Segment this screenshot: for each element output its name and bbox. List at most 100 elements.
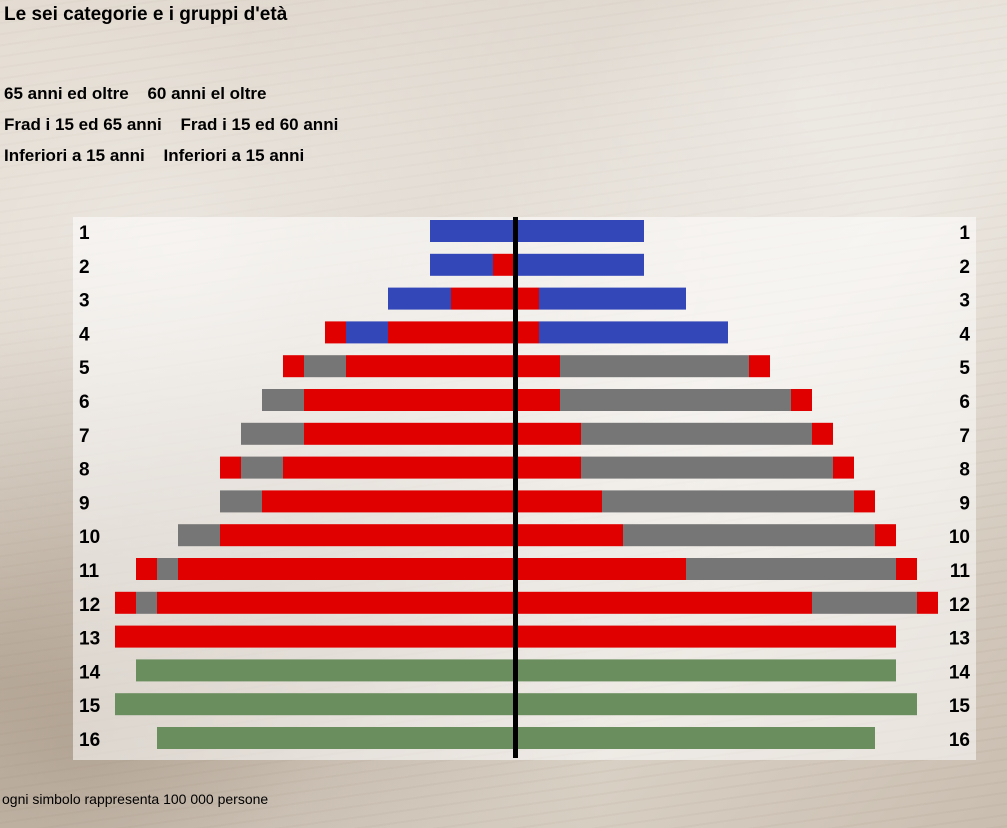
left-bar-row5-seg0	[346, 355, 514, 378]
right-bar-row8-seg2	[833, 456, 854, 479]
left-bar-row12-seg2	[115, 591, 136, 614]
left-bar-row3-seg1	[388, 287, 451, 310]
legend-left-elderly: 65 anni ed oltre	[4, 84, 129, 103]
row-label-left-1: 1	[79, 223, 90, 244]
right-bar-row6-seg2	[791, 389, 812, 411]
left-bar-row9-seg1	[220, 490, 262, 513]
left-bar-row4-seg1	[346, 321, 388, 344]
left-bar-row8-seg1	[241, 456, 283, 479]
row-label-right-3: 3	[959, 291, 970, 312]
right-bar-row5-seg2	[749, 355, 770, 378]
right-bar-row10-seg1	[623, 524, 875, 547]
row-label-left-9: 9	[79, 493, 90, 514]
left-bar-row11-seg1	[157, 558, 178, 580]
row-label-right-12: 12	[949, 595, 970, 616]
left-bar-row4-seg0	[388, 321, 514, 344]
left-bar-row4-seg2	[325, 321, 346, 344]
row-label-right-16: 16	[949, 730, 970, 751]
right-bar-row6-seg0	[518, 389, 560, 411]
row-label-right-15: 15	[949, 696, 971, 717]
chart-title: Le sei categorie e i gruppi d'età	[4, 4, 288, 25]
left-bar-row6-seg1	[262, 389, 304, 411]
row-label-left-12: 12	[79, 595, 100, 616]
left-bar-row16-seg0	[157, 727, 514, 749]
legend-row-elderly: 65 anni ed oltre 60 anni el oltre	[4, 84, 266, 104]
legend-right-working: Frad i 15 ed 60 anni	[180, 115, 339, 134]
right-bar-row7-seg1	[581, 422, 812, 445]
right-bar-row1-seg0	[518, 220, 644, 242]
left-bar-row12-seg1	[136, 591, 157, 614]
legend-row-young: Inferiori a 15 anni Inferiori a 15 anni	[4, 146, 304, 166]
row-label-left-15: 15	[79, 696, 101, 717]
right-bar-row14-seg0	[518, 659, 896, 682]
left-bar-row7-seg0	[304, 422, 514, 445]
row-label-right-10: 10	[949, 527, 970, 548]
row-label-left-8: 8	[79, 460, 90, 481]
left-bar-row6-seg0	[304, 389, 514, 411]
left-bar-row7-seg1	[241, 422, 304, 445]
right-bar-row10-seg0	[518, 524, 623, 547]
row-label-left-16: 16	[79, 730, 100, 751]
row-label-right-5: 5	[959, 358, 970, 379]
legend-row-working: Frad i 15 ed 65 anni Frad i 15 ed 60 ann…	[4, 115, 338, 135]
left-bar-row2-seg0	[493, 253, 514, 276]
right-bar-row3-seg0	[518, 287, 539, 310]
row-label-right-8: 8	[959, 460, 970, 481]
row-label-right-4: 4	[959, 324, 970, 345]
center-axis	[513, 217, 518, 758]
row-label-left-3: 3	[79, 291, 90, 312]
row-label-right-9: 9	[959, 493, 970, 514]
row-label-left-14: 14	[79, 662, 101, 683]
right-bar-row2-seg0	[518, 253, 644, 276]
row-label-left-7: 7	[79, 426, 90, 447]
legend-left-young: Inferiori a 15 anni	[4, 146, 145, 165]
right-bar-row4-seg0	[518, 321, 539, 344]
right-bar-row11-seg1	[686, 558, 896, 580]
left-bar-row11-seg2	[136, 558, 157, 580]
row-label-right-6: 6	[959, 392, 970, 413]
right-bar-row9-seg2	[854, 490, 875, 513]
row-label-right-11: 11	[950, 561, 971, 582]
left-bar-row8-seg0	[283, 456, 514, 479]
left-bar-row11-seg0	[178, 558, 514, 580]
left-bar-row2-seg1	[430, 253, 493, 276]
left-bar-row15-seg0	[115, 693, 514, 716]
left-bar-row12-seg0	[157, 591, 514, 614]
left-bar-row5-seg1	[304, 355, 346, 378]
right-bar-row9-seg1	[602, 490, 854, 513]
right-bar-row12-seg1	[812, 591, 917, 614]
right-bar-row8-seg1	[581, 456, 833, 479]
row-label-left-6: 6	[79, 392, 90, 413]
row-label-left-4: 4	[79, 324, 90, 345]
right-bar-row7-seg2	[812, 422, 833, 445]
right-bar-row7-seg0	[518, 422, 581, 445]
pyramid-chart-area: 1 1 2 2 3 3 4 4 5 5 6 6 7 7 8 8 9 9 10 10 11 11 12 12 13 13 14 14 15…	[73, 217, 976, 760]
left-bar-row9-seg0	[262, 490, 514, 513]
right-bar-row8-seg0	[518, 456, 581, 479]
right-bar-row15-seg0	[518, 693, 917, 716]
left-bar-row13-seg0	[115, 625, 514, 648]
footnote: ogni simbolo rappresenta 100 000 persone	[2, 791, 269, 807]
left-bar-row8-seg2	[220, 456, 241, 479]
row-label-right-7: 7	[959, 426, 970, 447]
right-bar-row3-seg1	[539, 287, 686, 310]
left-bar-row3-seg0	[451, 287, 514, 310]
row-label-left-10: 10	[79, 527, 100, 548]
left-bar-row5-seg2	[283, 355, 304, 378]
row-label-left-11: 11	[79, 561, 100, 582]
left-bar-row10-seg1	[178, 524, 220, 547]
left-bar-row14-seg0	[136, 659, 514, 682]
right-bar-row12-seg2	[917, 591, 938, 614]
right-bar-row11-seg0	[518, 558, 686, 580]
right-bar-row16-seg0	[518, 727, 875, 749]
row-label-right-14: 14	[949, 662, 971, 683]
legend-right-young: Inferiori a 15 anni	[163, 146, 305, 165]
right-bar-row13-seg0	[518, 625, 896, 648]
row-label-right-2: 2	[959, 257, 970, 278]
right-bar-row6-seg1	[560, 389, 791, 411]
right-bar-row9-seg0	[518, 490, 602, 513]
right-bar-row5-seg1	[560, 355, 749, 378]
right-bar-row10-seg2	[875, 524, 896, 547]
right-bar-row11-seg2	[896, 558, 917, 580]
